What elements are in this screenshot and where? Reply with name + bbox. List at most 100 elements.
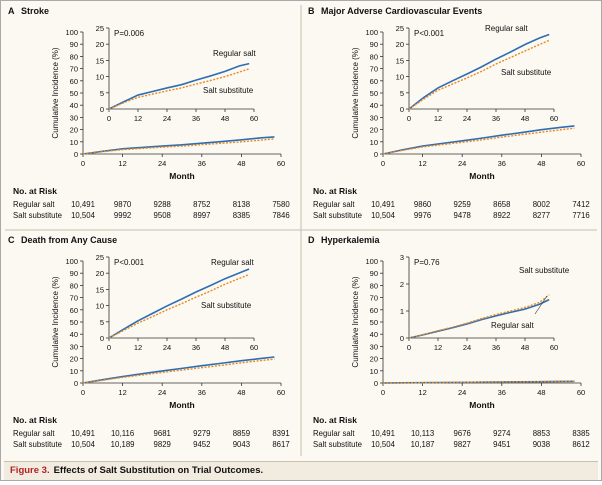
risk-table-row-label: Salt substitute [313,440,362,449]
inset-background [391,250,566,355]
inset-y-tick-label: 25 [396,24,404,33]
y-axis-label: Cumulative Incidence (%) [51,47,60,138]
x-tick-label: 12 [118,159,126,168]
inset-x-tick-label: 12 [134,343,142,352]
inset-series-label: Regular salt [213,49,256,58]
x-tick-label: 48 [537,159,545,168]
inset-series-label: Regular salt [211,258,254,267]
risk-table-cell: 10,491 [371,200,395,209]
inset-y-tick-label: 10 [396,73,404,82]
y-tick-label: 10 [370,138,378,147]
x-tick-label: 60 [577,388,585,397]
risk-table-cell: 8277 [533,211,550,220]
label-leader-line [534,295,548,315]
y-tick-label: 20 [70,126,78,135]
y-tick-label: 0 [374,150,378,159]
risk-table-cell: 9508 [154,211,171,220]
risk-table-cell: 10,491 [71,200,95,209]
inset-y-tick-label: 5 [400,89,404,98]
y-tick-label: 90 [70,269,78,278]
risk-table-row-label: Regular salt [13,200,55,209]
x-tick-label: 48 [237,159,245,168]
y-tick-label: 40 [370,101,378,110]
risk-table-cell: 8385 [572,429,590,438]
y-tick-label: 90 [370,40,378,49]
risk-table-cell: 8617 [272,440,289,449]
y-tick-label: 70 [370,294,378,303]
inset-x-tick-label: 0 [107,114,111,123]
caption-title: Effects of Salt Substitution on Trial Ou… [53,465,264,476]
y-tick-label: 20 [370,126,378,135]
x-tick-label: 48 [237,388,245,397]
inset-x-tick-label: 60 [250,343,258,352]
x-axis-label: Month [169,400,195,410]
y-tick-label: 90 [70,40,78,49]
risk-table-cell: 10,504 [371,440,396,449]
risk-table-cell: 10,116 [111,429,134,438]
p-value: P=0.006 [114,29,145,38]
risk-table-cell: 9992 [114,211,131,220]
inset-series-label: Salt substitute [501,68,552,77]
y-tick-label: 100 [65,28,78,37]
inset-y-tick-label: 0 [100,105,104,114]
risk-table-cell: 9452 [193,440,210,449]
y-tick-label: 80 [70,281,78,290]
inset-series-label: Salt substitute [201,301,252,310]
inset-y-tick-label: 25 [96,253,104,262]
risk-table-row-label: Regular salt [313,200,355,209]
y-tick-label: 10 [70,138,78,147]
inset-x-tick-label: 24 [463,114,471,123]
inset-series-line-regular-salt [108,62,250,110]
risk-table-cell: 10,491 [371,429,395,438]
x-tick-label: 12 [118,388,126,397]
risk-table-row-label: Regular salt [13,429,55,438]
inset-x-tick-label: 60 [550,114,558,123]
risk-table-cell: 9279 [193,429,210,438]
inset-x-tick-label: 48 [221,114,229,123]
inset-y-tick-label: 20 [396,40,404,49]
series-line-salt-substitute [382,127,575,155]
panel-letter: A [8,6,15,16]
y-tick-label: 60 [70,77,78,86]
y-tick-label: 70 [70,65,78,74]
y-tick-label: 40 [370,330,378,339]
panel-title: Death from Any Cause [21,235,117,245]
panel-letter: B [308,6,315,16]
x-tick-label: 24 [458,159,466,168]
inset-series-line-regular-salt [108,268,250,339]
inset-x-tick-label: 36 [492,114,500,123]
inset-series-line-regular-salt [408,33,550,110]
panel-b: B Major Adverse Cardiovascular Events 0 10 2… [308,6,590,220]
risk-table-cell: 10,189 [111,440,135,449]
inset-x-tick-label: 12 [134,114,142,123]
x-axis-label: Month [469,400,495,410]
risk-table-cell: 9274 [493,429,511,438]
y-tick-label: 100 [365,257,378,266]
x-tick-label: 24 [458,388,466,397]
x-tick-label: 12 [418,159,426,168]
risk-table-cell: 9829 [154,440,171,449]
risk-table-row-label: Regular salt [313,429,355,438]
risk-table-cell: 7580 [272,200,290,209]
caption-text-line: Figure 3. Effects of Salt Substitution on… [10,465,263,476]
y-tick-label: 0 [74,150,78,159]
x-tick-label: 0 [381,159,385,168]
inset-x-tick-label: 12 [434,114,442,123]
y-tick-label: 30 [370,113,378,122]
risk-table-cell: 9043 [233,440,250,449]
inset-y-tick-label: 15 [96,56,104,65]
risk-table-cell: 8658 [493,200,510,209]
inset-plot: 0 5 10 15 20 25 0 12 24 36 48 60 P=0.006 Regular salt… [91,21,266,126]
risk-table-cell: 8138 [233,200,250,209]
x-axis-label: Month [169,171,195,181]
risk-table-cell: 8385 [233,211,251,220]
inset-x-tick-label: 48 [521,114,529,123]
inset-plot: 0 5 10 15 20 25 0 12 24 36 48 60 P<0.001 Regular salt… [391,21,566,126]
p-value: P<0.001 [414,29,445,38]
inset-x-tick-label: 36 [192,343,200,352]
risk-table-cell: 8859 [233,429,250,438]
y-tick-label: 80 [70,52,78,61]
